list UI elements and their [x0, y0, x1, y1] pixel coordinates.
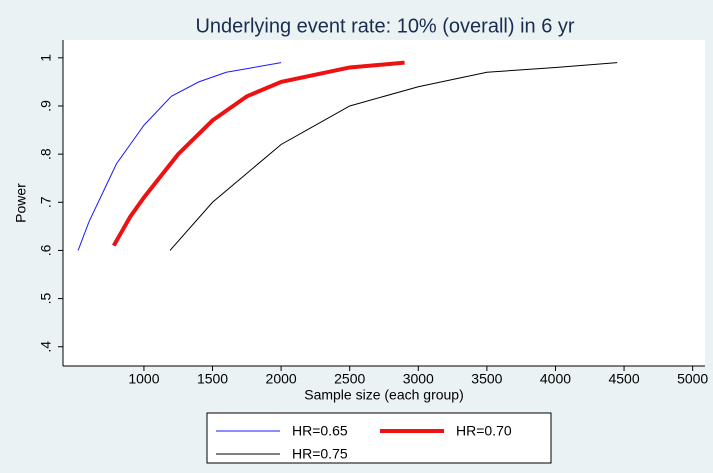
- line-series: [77, 62, 282, 251]
- x-tick-label: 2500: [334, 371, 365, 387]
- x-tick-label: 1000: [128, 371, 159, 387]
- x-tick-label: 3000: [403, 371, 434, 387]
- legend-label: HR=0.75: [292, 446, 348, 462]
- x-tick-label: 3500: [471, 371, 502, 387]
- x-axis-title: Sample size (each group): [304, 387, 464, 403]
- chart-title: Underlying event rate: 10% (overall) in …: [195, 15, 574, 37]
- x-tick-label: 4500: [608, 371, 639, 387]
- y-tick-label: .6: [38, 244, 54, 256]
- x-tick-label: 4000: [540, 371, 571, 387]
- legend-label: HR=0.65: [292, 423, 348, 439]
- line-series: [112, 60, 405, 247]
- x-tick-label: 1500: [197, 371, 228, 387]
- line-series: [169, 62, 618, 251]
- y-tick-label: .8: [38, 148, 54, 160]
- y-tick-label: .5: [38, 293, 54, 305]
- y-tick-label: 1: [38, 54, 54, 62]
- legend: [206, 412, 552, 464]
- y-tick-label: .9: [38, 100, 54, 112]
- plot-area: [63, 40, 705, 366]
- y-axis-title: Power: [13, 183, 29, 223]
- y-tick-label: .7: [38, 196, 54, 208]
- x-tick-label: 5000: [677, 371, 708, 387]
- x-tick-label: 2000: [266, 371, 297, 387]
- y-tick-label: .4: [38, 341, 54, 353]
- legend-label: HR=0.70: [456, 423, 512, 439]
